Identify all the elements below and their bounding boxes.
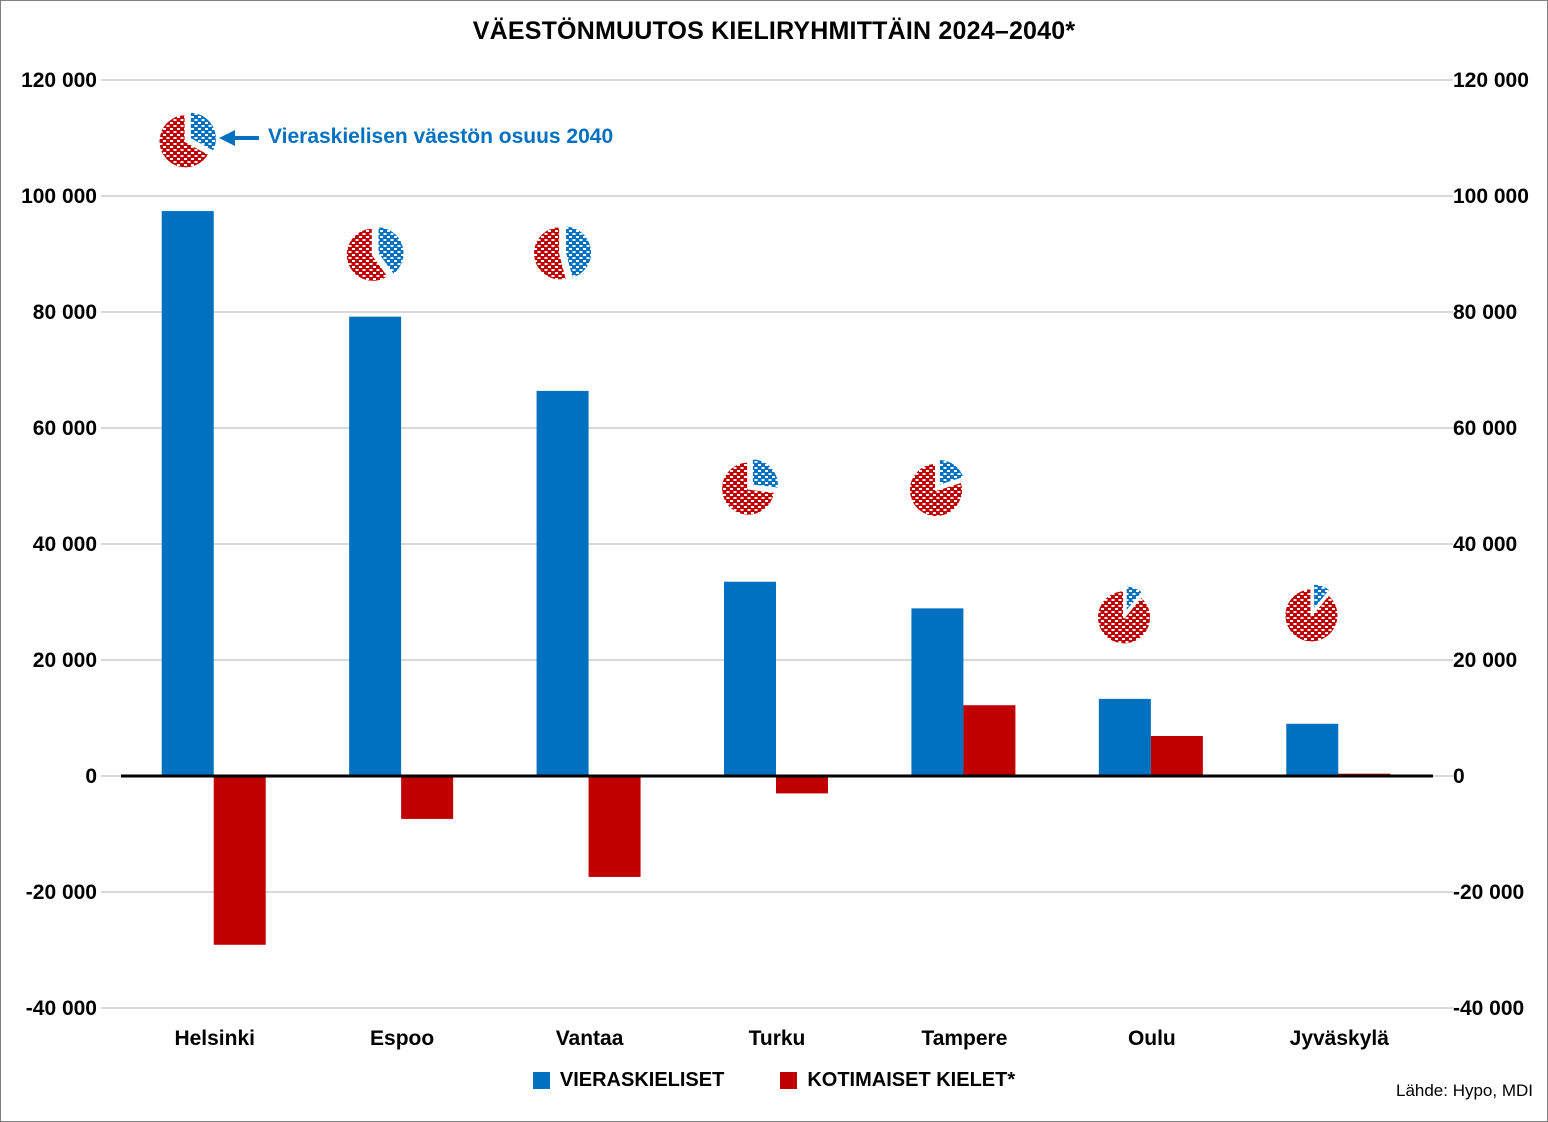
y-axis-tick-label-right: 100 000 [1453, 185, 1529, 208]
legend: VIERASKIELISET KOTIMAISET KIELET* [1, 1069, 1547, 1092]
legend-swatch-kotimaiset-icon [780, 1072, 798, 1089]
y-axis-tick-label-right: 60 000 [1453, 417, 1517, 440]
bar-kotimaiset-turku [776, 776, 828, 794]
bar-vieraskieliset-vantaa [536, 390, 589, 776]
pie-red-slice-vantaa [532, 225, 568, 282]
pie-red-slice-helsinki [157, 113, 211, 170]
pie-blue-slice-helsinki [188, 110, 218, 153]
y-axis-tick-label-left: 80 000 [33, 301, 97, 324]
y-axis-tick-label-left: 120 000 [21, 69, 97, 92]
y-axis-tick-label-right: 0 [1453, 765, 1465, 788]
pie-red-slice-espoo [344, 226, 390, 283]
y-axis-tick-label-left: 0 [85, 765, 97, 788]
pie-blue-slice-turku [750, 457, 780, 490]
bar-vieraskieliset-turku [724, 581, 776, 776]
bar-kotimaiset-espoo [401, 776, 454, 819]
chart-title: VÄESTÖNMUUTOS KIELIRYHMITTÄIN 2024–2040* [472, 17, 1076, 45]
y-axis-tick-label-left: 60 000 [33, 417, 97, 440]
bar-kotimaiset-oulu [1150, 735, 1203, 776]
legend-label-kotimaiset: KOTIMAISET KIELET* [807, 1069, 1016, 1091]
bar-kotimaiset-tampere [963, 705, 1016, 776]
pie-annotation-label: Vieraskielisen väestön osuus 2040 [268, 125, 614, 148]
bar-vieraskieliset-helsinki [161, 211, 214, 776]
legend-item-vieraskieliset: VIERASKIELISET [532, 1069, 725, 1092]
pie-red-slice-turku [720, 460, 776, 517]
bar-kotimaiset-vantaa [588, 776, 641, 877]
x-axis-label-oulu: Oulu [1128, 1027, 1176, 1050]
y-axis-tick-label-right: 80 000 [1453, 301, 1517, 324]
legend-label-vieraskieliset: VIERASKIELISET [559, 1069, 725, 1091]
y-axis-tick-label-left: 20 000 [33, 649, 97, 672]
bar-vieraskieliset-tampere [911, 608, 964, 776]
y-axis-tick-label-right: 120 000 [1453, 69, 1529, 92]
bar-vieraskieliset-oulu [1098, 698, 1151, 776]
y-axis-tick-label-left: 100 000 [21, 185, 97, 208]
pie-red-slice-oulu [1096, 589, 1152, 646]
pie-blue-slice-espoo [376, 225, 406, 277]
bar-kotimaiset-helsinki [213, 776, 266, 945]
y-axis-tick-label-right: -20 000 [1453, 881, 1524, 904]
source-label: Lähde: Hypo, MDI [1395, 1081, 1533, 1100]
bar-vieraskieliset-espoo [349, 316, 402, 776]
x-axis-label-helsinki: Helsinki [174, 1027, 255, 1050]
pie-red-slice-jyvaskyla [1283, 587, 1340, 644]
x-axis-label-tampere: Tampere [921, 1027, 1007, 1050]
y-axis-tick-label-right: -40 000 [1453, 997, 1524, 1020]
pie-blue-slice-jyvaskyla [1312, 582, 1332, 612]
y-axis-tick-label-left: 40 000 [33, 533, 97, 556]
y-axis-tick-label-right: 20 000 [1453, 649, 1517, 672]
legend-item-kotimaiset: KOTIMAISET KIELET* [780, 1069, 1015, 1092]
x-axis-label-espoo: Espoo [370, 1027, 434, 1050]
pie-blue-slice-vantaa [564, 224, 594, 280]
x-axis-label-jyvaskyla: Jyväskylä [1290, 1027, 1390, 1050]
y-axis-tick-label-left: -20 000 [26, 881, 97, 904]
y-axis-tick-label-left: -40 000 [26, 997, 97, 1020]
pie-blue-slice-oulu [1124, 584, 1144, 614]
y-axis-tick-label-right: 40 000 [1453, 533, 1517, 556]
pie-blue-slice-tampere [937, 457, 966, 487]
x-axis-label-vantaa: Vantaa [556, 1027, 624, 1050]
annotation-arrowhead-icon [219, 130, 235, 146]
pie-red-slice-tampere [907, 462, 964, 519]
legend-swatch-vieraskieliset-icon [532, 1072, 550, 1089]
x-axis-label-turku: Turku [749, 1027, 806, 1050]
bar-vieraskieliset-jyvaskyla [1286, 723, 1339, 776]
